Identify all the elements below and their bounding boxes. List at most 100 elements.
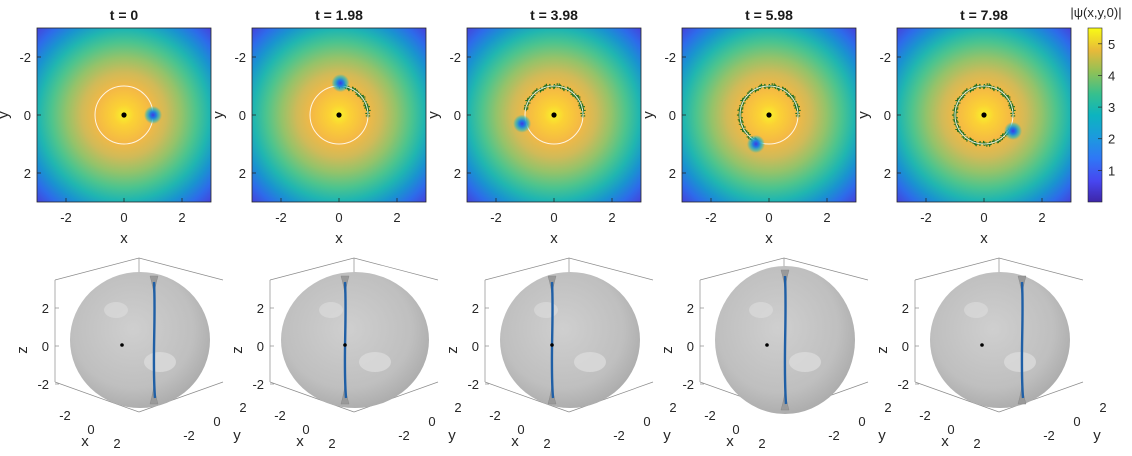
x-tick-label: -2 (704, 408, 716, 423)
y-tick-label: 2 (239, 400, 246, 415)
y-axis-label: y (448, 427, 456, 444)
colorbar-tick-label: 5 (1108, 37, 1115, 52)
condensate-surface (500, 272, 640, 408)
y-tick-label: 2 (884, 400, 891, 415)
y-tick-label: 0 (24, 108, 31, 123)
trail-mark (796, 108, 801, 113)
y-tick-label: -2 (183, 428, 195, 443)
iso-panel-1: 2 0 -2 z -2 0 2 x -2 0 2 y (229, 257, 462, 451)
y-tick-label: -2 (398, 428, 410, 443)
condensate-surface (281, 272, 429, 408)
y-tick-label: 0 (643, 414, 650, 429)
reference-circle (739, 85, 799, 145)
trail-mark (555, 83, 560, 88)
vortex-line (343, 281, 348, 399)
x-tick-label: 2 (823, 210, 830, 225)
condensate-surface (930, 272, 1070, 408)
y-tick-label: 2 (454, 166, 461, 181)
colorbar-tick-label: 3 (1108, 100, 1115, 115)
y-tick-label: -2 (19, 50, 31, 65)
x-tick-label: -2 (919, 408, 931, 423)
x-tick-label: 2 (973, 436, 980, 451)
condensate-surface (70, 272, 210, 408)
x-tick-label: -2 (489, 408, 501, 423)
x-tick-label: 0 (732, 422, 739, 437)
vortex-core (331, 74, 350, 93)
panel-2: t = 3.98 -2 0 2 -2 0 2 x y 2 0 -2 z -2 0 2 x -2 0 2 y (425, 7, 677, 451)
panel-0: t = 0 -2 0 2 -2 0 2 x y 2 0 -2 z -2 0 2 x -2 0 2 y (0, 7, 247, 451)
y-tick-label: -2 (664, 50, 676, 65)
x-tick-label: -2 (59, 408, 71, 423)
reference-circle (954, 85, 1014, 145)
trail-mark (366, 108, 371, 113)
x-axis-label: x (980, 230, 988, 247)
trap-center-dot (551, 112, 557, 118)
z-tick-label: 0 (687, 339, 694, 354)
x-tick-label: 0 (947, 422, 954, 437)
trail-mark (736, 112, 742, 118)
y-tick-label: 0 (1073, 414, 1080, 429)
x-axis-label: x (726, 433, 734, 450)
trail-mark (581, 108, 586, 113)
z-axis-label: z (229, 346, 246, 354)
z-tick-label: 0 (42, 339, 49, 354)
x-tick-label: 2 (608, 210, 615, 225)
y-axis-label: y (1093, 427, 1101, 444)
panel-title: t = 0 (110, 7, 139, 23)
trap-center-dot (120, 343, 124, 347)
trap-center-dot (765, 343, 769, 347)
colorbar-tick-label: 2 (1108, 132, 1115, 147)
trap-center-dot (550, 343, 554, 347)
x-tick-label: 0 (120, 210, 127, 225)
surface-highlight (789, 352, 821, 372)
x-axis-label: x (941, 433, 949, 450)
y-tick-label: 0 (669, 108, 676, 123)
panel-3: t = 5.98 -2 0 2 -2 0 2 x y 2 0 -2 z -2 0 2 x -2 0 2 y (640, 7, 892, 451)
y-tick-label: 0 (428, 414, 435, 429)
z-tick-label: 0 (472, 339, 479, 354)
y-tick-label: 2 (1099, 400, 1106, 415)
surface-highlight (964, 302, 988, 318)
y-axis-label: y (210, 111, 227, 119)
surface-highlight (144, 352, 176, 372)
y-tick-label: 0 (884, 108, 891, 123)
x-tick-label: 0 (517, 422, 524, 437)
trail-mark (551, 84, 556, 90)
colorbar: 1 2 3 4 5 |ψ(x,y,0)| (1070, 5, 1122, 203)
x-axis-label: x (335, 230, 343, 247)
y-tick-label: 2 (669, 400, 676, 415)
colorbar-gradient (1087, 27, 1103, 203)
y-tick-label: 2 (454, 400, 461, 415)
panel-title: t = 3.98 (530, 7, 578, 23)
vortex-line (152, 281, 157, 399)
y-tick-label: 0 (213, 414, 220, 429)
y-tick-label: 0 (454, 108, 461, 123)
z-tick-label: 2 (902, 301, 909, 316)
y-axis-label: y (425, 111, 442, 119)
vortex-line (1020, 281, 1025, 399)
x-tick-label: -2 (705, 210, 717, 225)
panel-title: t = 5.98 (745, 7, 793, 23)
x-tick-label: 0 (302, 422, 309, 437)
trap-center-dot (336, 112, 342, 118)
vortex-line (550, 281, 555, 399)
x-tick-label: -2 (920, 210, 932, 225)
z-tick-label: -2 (37, 377, 49, 392)
x-tick-label: 2 (113, 436, 120, 451)
x-tick-label: -2 (60, 210, 72, 225)
trap-center-dot (981, 112, 987, 118)
x-axis-label: x (550, 230, 558, 247)
trail-mark (766, 84, 771, 90)
x-axis-label: x (296, 433, 304, 450)
z-axis-label: z (659, 346, 676, 354)
x-tick-label: 2 (1038, 210, 1045, 225)
x-tick-label: 2 (393, 210, 400, 225)
surface-highlight (104, 302, 128, 318)
vortex-line (783, 275, 788, 405)
y-axis-label: y (233, 427, 241, 444)
z-tick-label: 2 (687, 301, 694, 316)
x-tick-label: 0 (87, 422, 94, 437)
y-tick-label: -2 (234, 50, 246, 65)
x-tick-label: 2 (758, 436, 765, 451)
z-tick-label: -2 (682, 377, 694, 392)
